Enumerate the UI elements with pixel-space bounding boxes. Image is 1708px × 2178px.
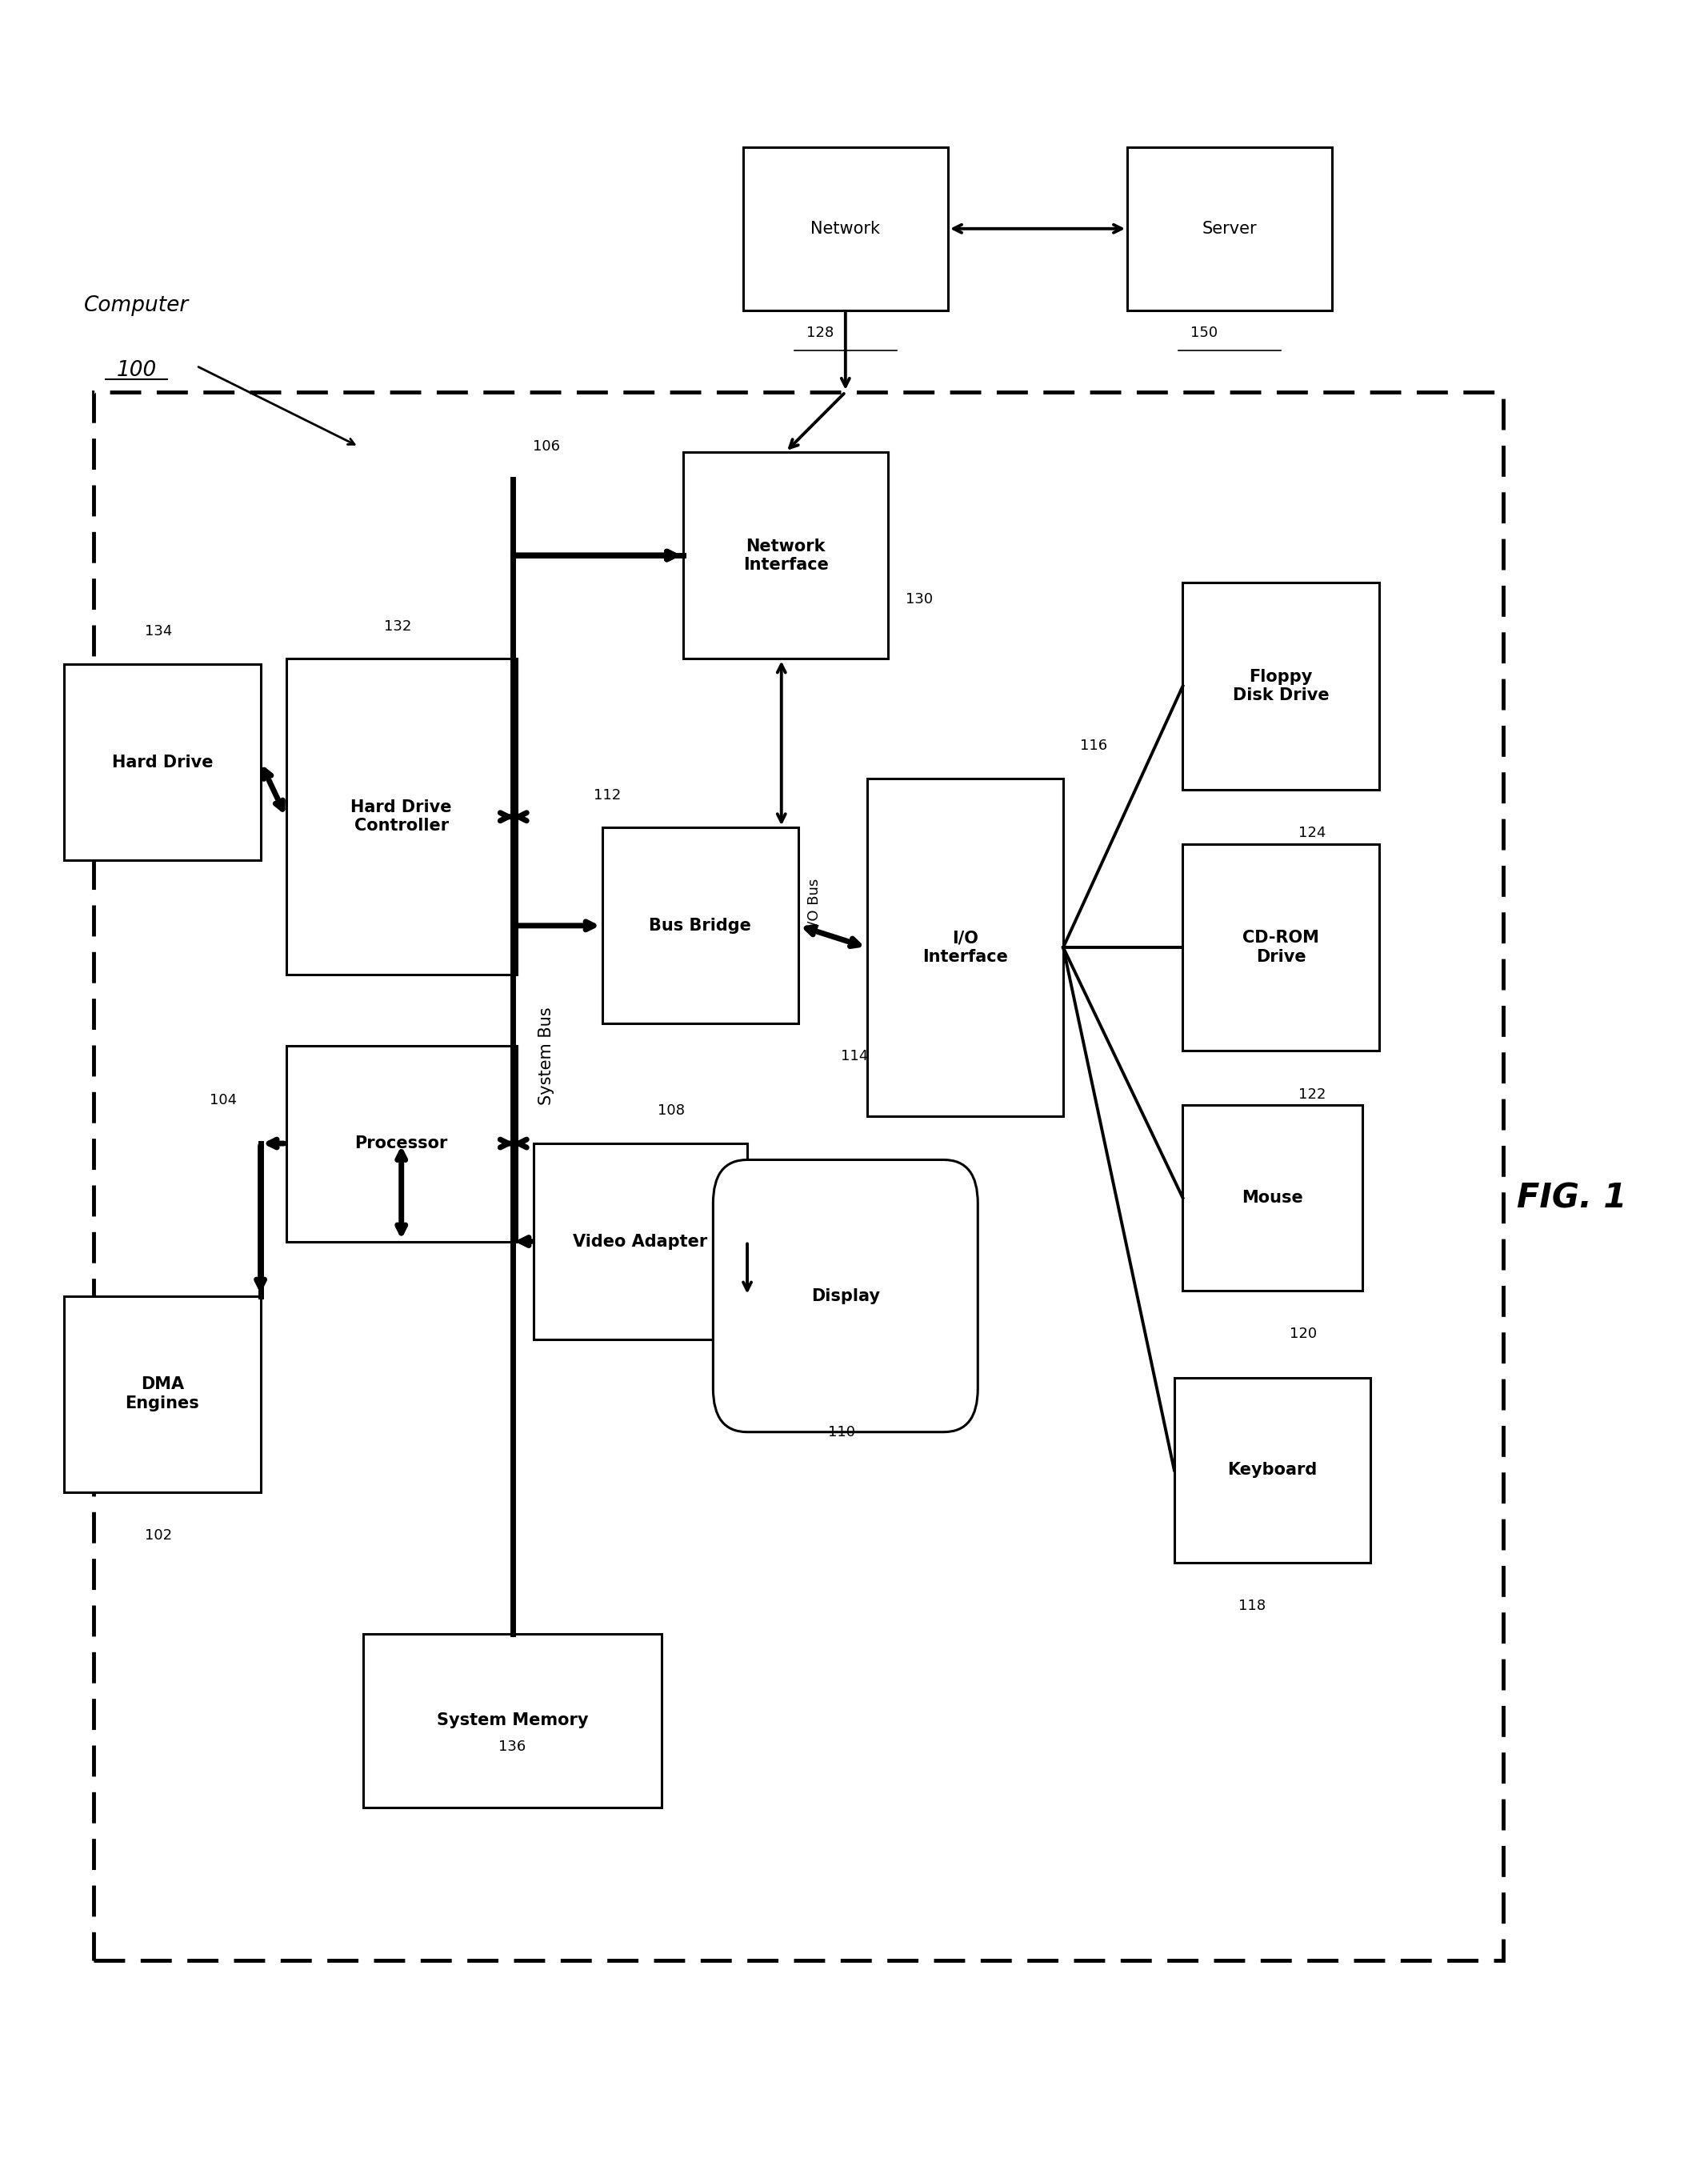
Text: 120: 120 [1290,1326,1317,1342]
FancyBboxPatch shape [714,1159,977,1433]
FancyBboxPatch shape [285,1045,516,1241]
Text: Hard Drive: Hard Drive [111,754,214,771]
FancyBboxPatch shape [1182,584,1380,791]
FancyBboxPatch shape [94,392,1503,1960]
Text: Computer: Computer [84,294,190,316]
FancyBboxPatch shape [1182,845,1380,1052]
Text: 106: 106 [533,440,560,453]
Text: 134: 134 [145,625,173,638]
FancyBboxPatch shape [743,148,948,309]
Text: Display: Display [811,1287,880,1305]
Text: 104: 104 [208,1093,236,1106]
FancyBboxPatch shape [285,658,516,976]
Text: Server: Server [1202,220,1257,237]
FancyBboxPatch shape [1175,1376,1370,1564]
Text: FIG. 1: FIG. 1 [1517,1180,1626,1215]
Text: Mouse: Mouse [1242,1189,1303,1207]
FancyBboxPatch shape [1182,1106,1363,1289]
FancyBboxPatch shape [65,1296,260,1492]
Text: 116: 116 [1079,738,1107,754]
FancyBboxPatch shape [362,1634,661,1808]
Text: I/O Bus: I/O Bus [806,878,822,930]
Text: Network
Interface: Network Interface [743,538,828,573]
FancyBboxPatch shape [1127,148,1332,309]
Text: 114: 114 [840,1050,869,1063]
FancyBboxPatch shape [65,664,260,860]
Text: CD-ROM
Drive: CD-ROM Drive [1243,930,1319,965]
Text: 108: 108 [658,1104,685,1117]
Text: Bus Bridge: Bus Bridge [649,917,752,934]
Text: I/O
Interface: I/O Interface [922,930,1008,965]
Text: Keyboard: Keyboard [1228,1461,1317,1479]
Text: 150: 150 [1190,327,1218,340]
Text: 124: 124 [1298,825,1325,841]
Text: Hard Drive
Controller: Hard Drive Controller [350,799,453,834]
Text: 136: 136 [499,1740,526,1753]
Text: 112: 112 [594,788,622,802]
Text: System Memory: System Memory [437,1712,588,1729]
Text: 100: 100 [116,359,157,381]
Text: 132: 132 [384,619,412,634]
Text: 102: 102 [145,1529,173,1542]
Text: Network: Network [811,220,880,237]
Text: Processor: Processor [355,1135,447,1152]
Text: 128: 128 [806,327,834,340]
FancyBboxPatch shape [533,1143,748,1339]
Text: Floppy
Disk Drive: Floppy Disk Drive [1233,669,1329,703]
Text: 122: 122 [1298,1087,1325,1102]
Text: 118: 118 [1238,1599,1266,1614]
FancyBboxPatch shape [866,780,1062,1117]
Text: 110: 110 [828,1424,856,1440]
Text: DMA
Engines: DMA Engines [125,1376,200,1411]
Text: Video Adapter: Video Adapter [574,1233,707,1250]
FancyBboxPatch shape [683,453,888,658]
FancyBboxPatch shape [601,828,798,1024]
Text: System Bus: System Bus [538,1006,553,1106]
Text: 130: 130 [905,592,933,605]
